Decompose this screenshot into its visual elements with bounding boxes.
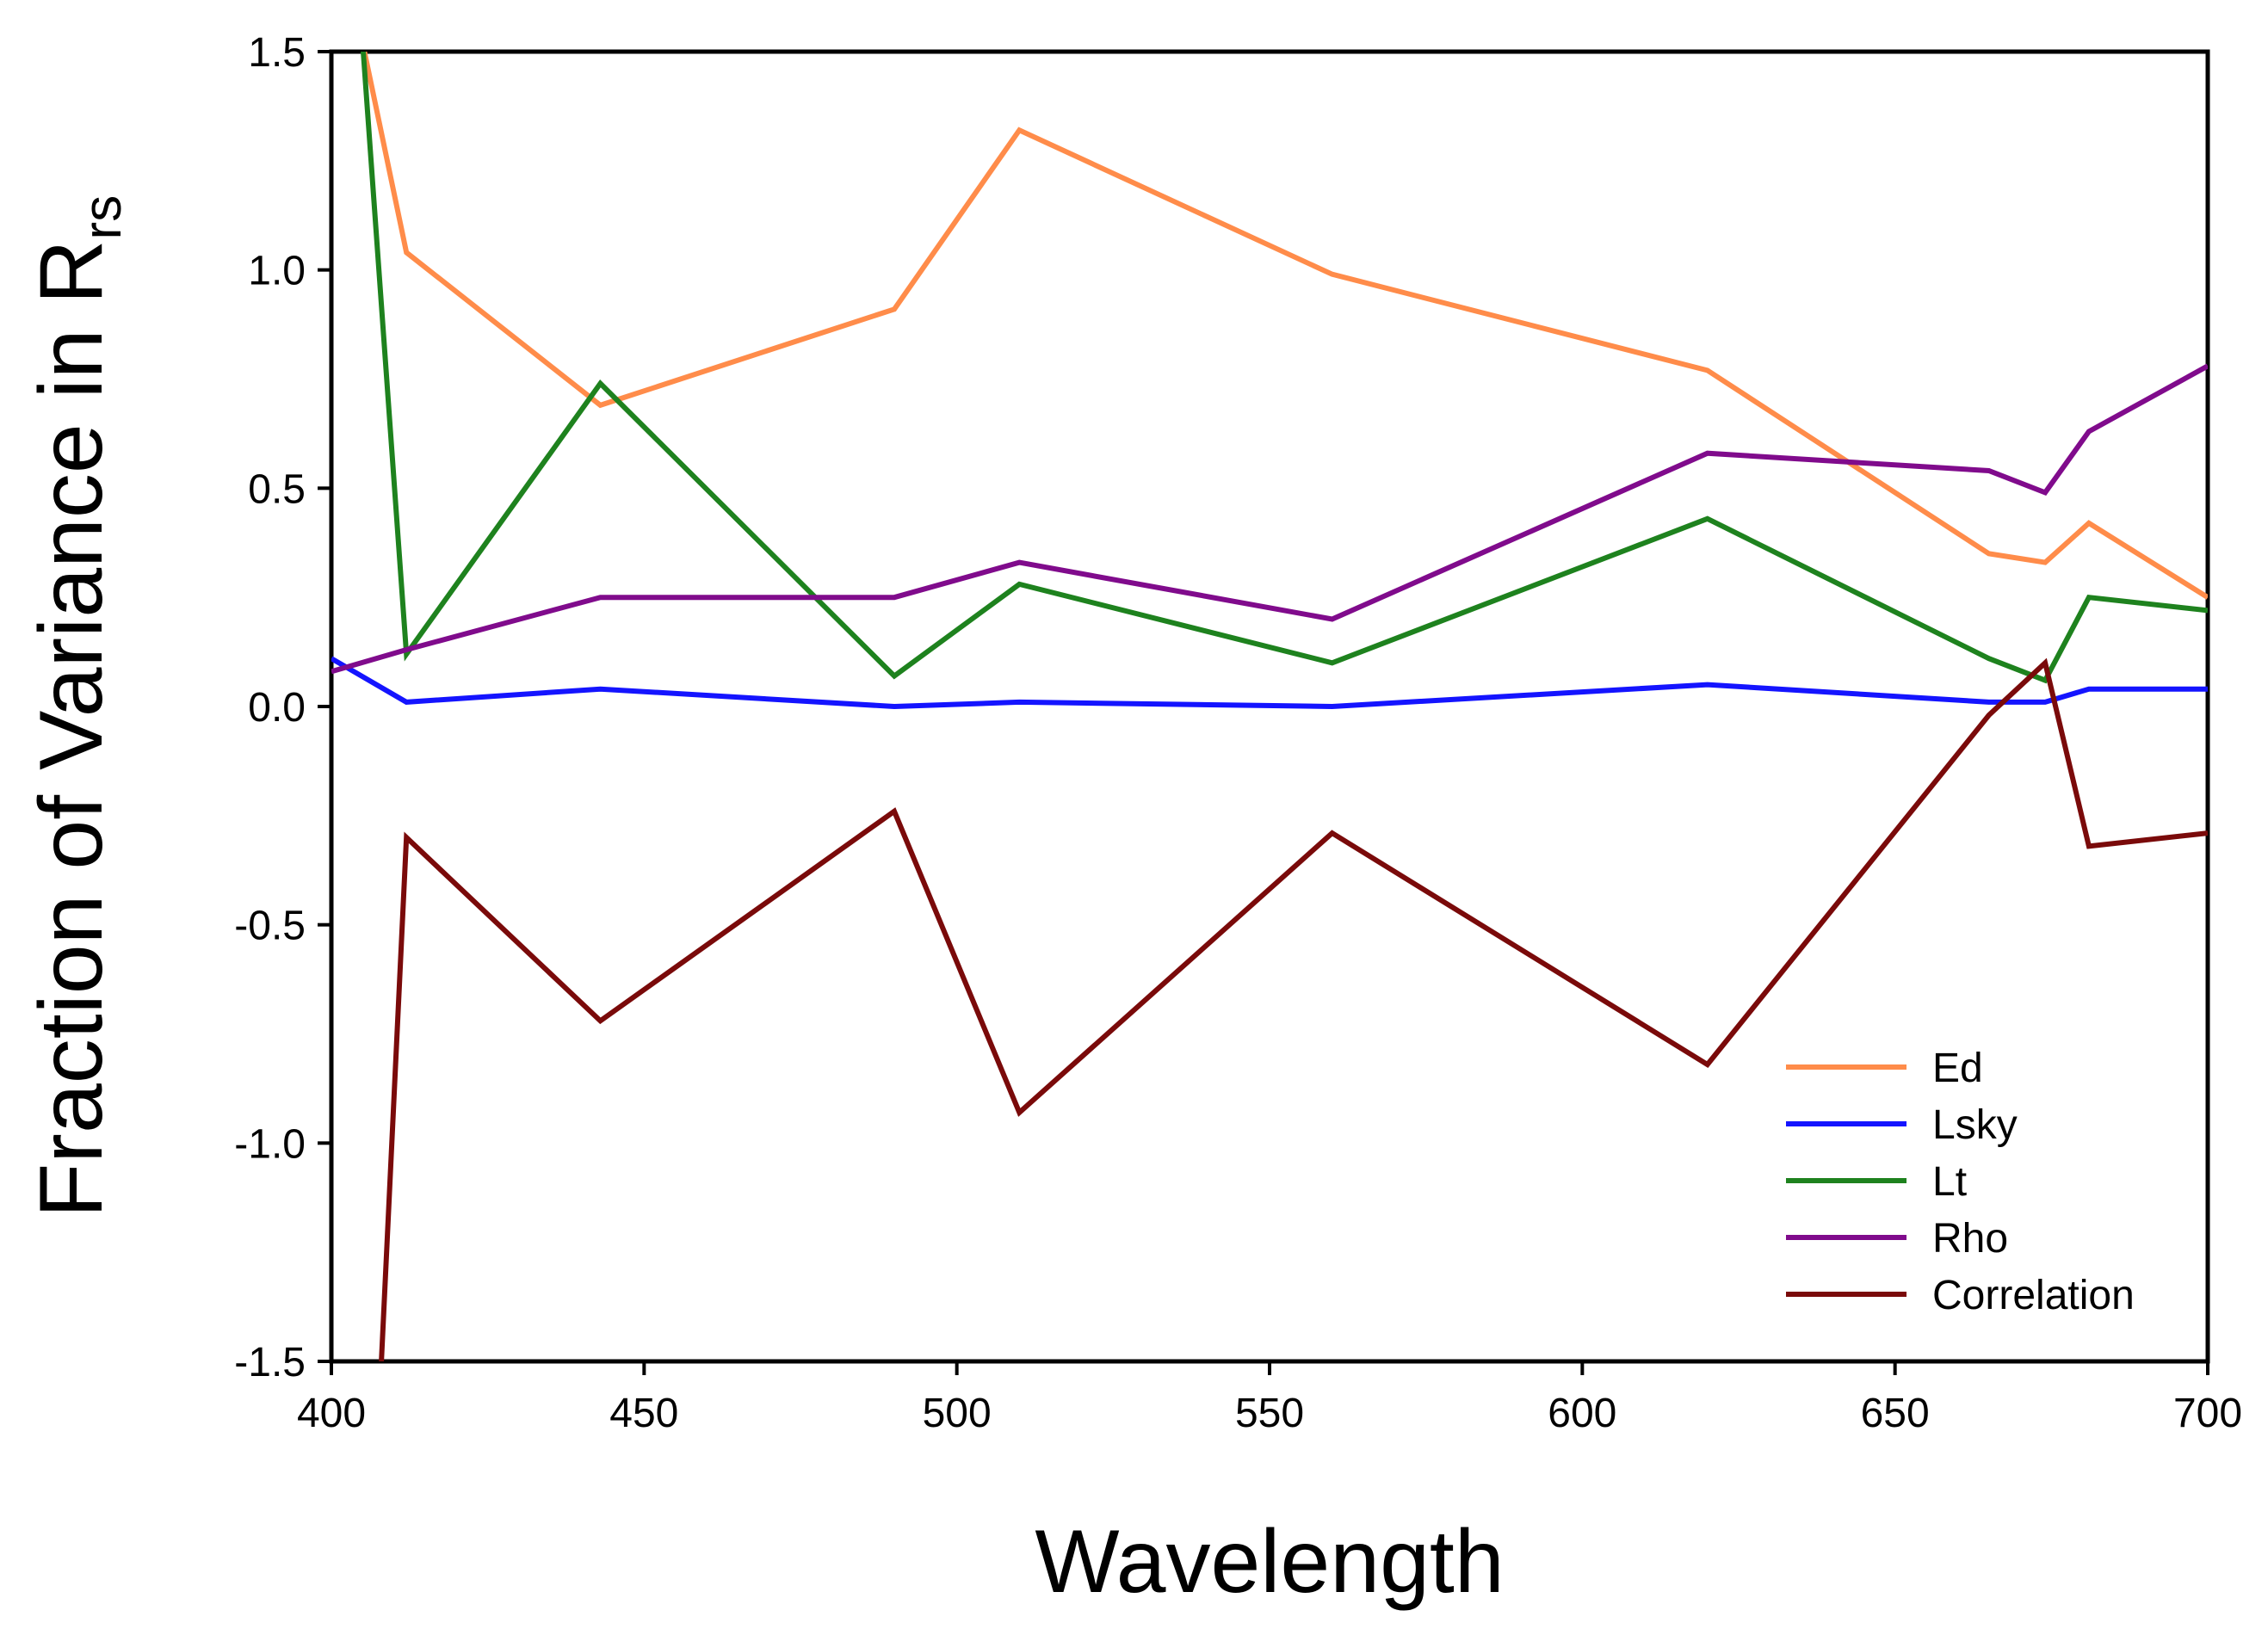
legend-label-correlation: Correlation: [1932, 1273, 2135, 1318]
x-axis-title: Wavelength: [1035, 1512, 1504, 1612]
series-line-rho: [331, 363, 2208, 675]
legend-label-ed: Ed: [1932, 1046, 1983, 1091]
series-line-correlation: [379, 657, 2208, 1361]
y-axis-title: Fraction of Variance in Rrs: [22, 195, 133, 1218]
x-tick-label: 550: [1235, 1391, 1304, 1436]
y-tick-label: -1.5: [234, 1340, 306, 1385]
series-layer: [331, 52, 2208, 1361]
y-tick-label: 1.0: [248, 249, 306, 294]
series-line-ed: [362, 52, 2208, 600]
x-tick-label: 450: [609, 1391, 678, 1436]
legend: Ed Lsky Lt Rho Correlation: [1786, 1046, 2135, 1318]
x-tick-label: 400: [297, 1391, 366, 1436]
y-axis-title-main: Fraction of Variance in R: [22, 239, 121, 1218]
x-axis: 400 450 500 550 600 650 700: [297, 1361, 2242, 1436]
y-tick-label: 1.5: [248, 30, 306, 76]
legend-label-lsky: Lsky: [1932, 1102, 2018, 1148]
legend-label-rho: Rho: [1932, 1216, 2008, 1262]
y-tick-label: 0.5: [248, 466, 306, 512]
series-line-lt: [361, 52, 2208, 684]
series-line-lsky: [331, 656, 2208, 710]
y-tick-label: -1.0: [234, 1121, 306, 1167]
y-tick-label: -0.5: [234, 904, 306, 949]
x-tick-label: 700: [2173, 1391, 2242, 1436]
y-axis-title-subscript: rs: [73, 195, 133, 240]
legend-label-lt: Lt: [1932, 1159, 1967, 1205]
x-tick-label: 500: [923, 1391, 992, 1436]
y-tick-label: 0.0: [248, 685, 306, 731]
y-axis: -1.5 -1.0 -0.5 0.0 0.5 1.0 1.5: [234, 30, 331, 1385]
x-tick-label: 600: [1548, 1391, 1616, 1436]
x-tick-label: 650: [1861, 1391, 1930, 1436]
